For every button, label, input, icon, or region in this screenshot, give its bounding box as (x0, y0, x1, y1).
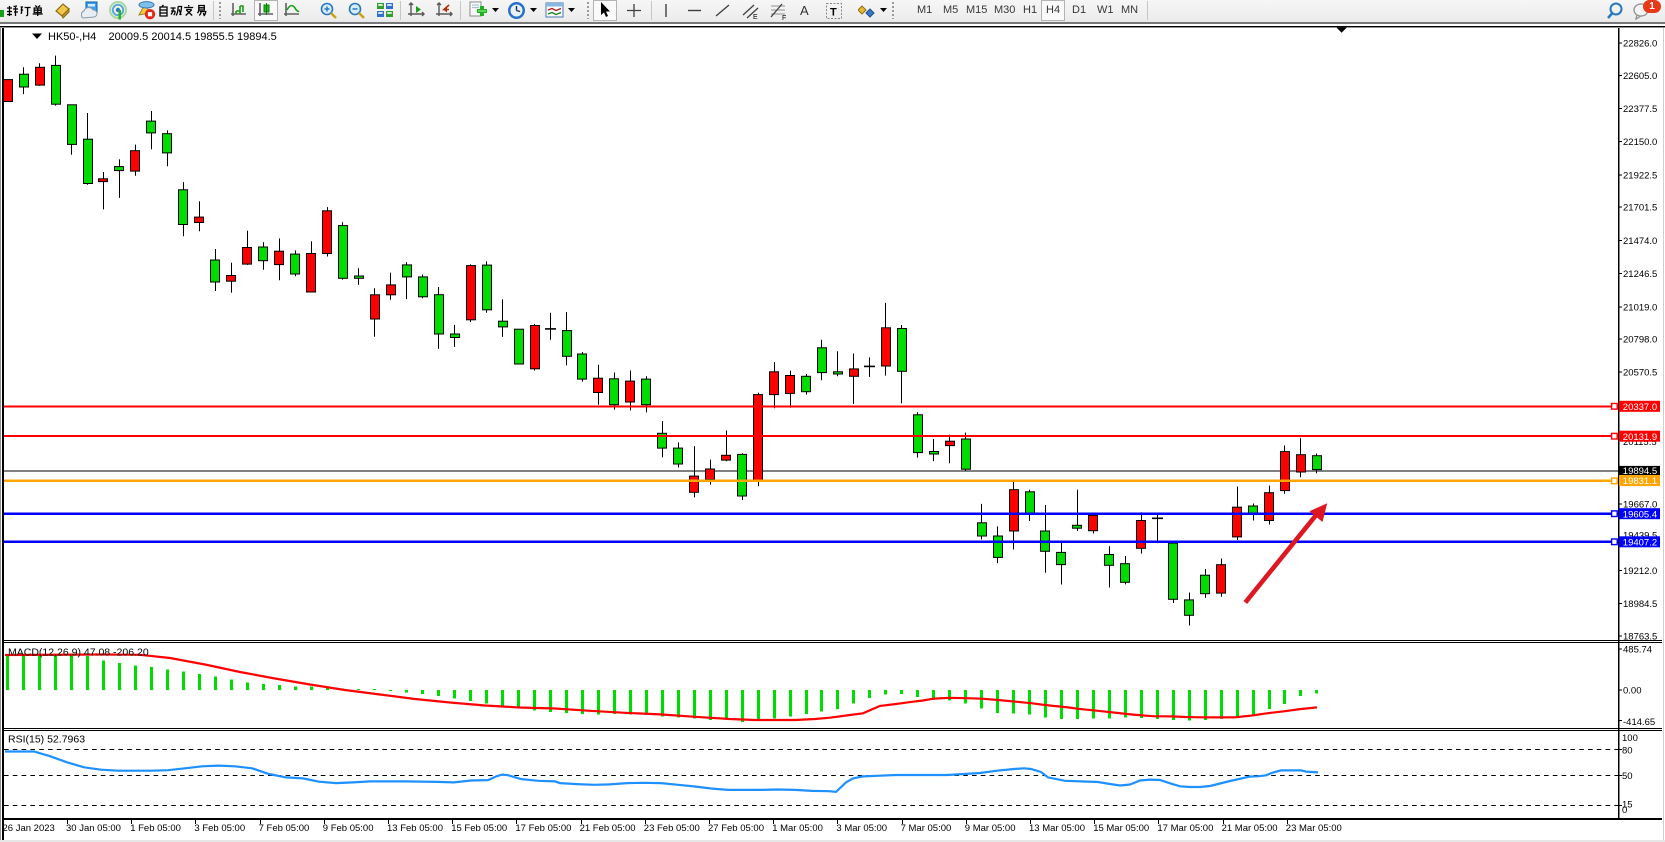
svg-text:19831.1: 19831.1 (1623, 476, 1657, 487)
svg-text:21922.5: 21922.5 (1623, 170, 1657, 181)
svg-text:21 Mar 05:00: 21 Mar 05:00 (1222, 823, 1278, 834)
svg-text:485.74: 485.74 (1623, 645, 1652, 656)
svg-text:RSI(15) 52.7963: RSI(15) 52.7963 (8, 734, 85, 746)
svg-text:21701.5: 21701.5 (1623, 203, 1657, 214)
svg-text:80: 80 (1622, 746, 1633, 757)
svg-text:22377.5: 22377.5 (1623, 104, 1657, 115)
svg-text:19407.2: 19407.2 (1623, 537, 1657, 548)
svg-text:21 Feb 05:00: 21 Feb 05:00 (580, 823, 636, 834)
svg-text:50: 50 (1622, 771, 1633, 782)
svg-text:26 Jan 2023: 26 Jan 2023 (3, 823, 55, 834)
svg-text:19212.0: 19212.0 (1623, 566, 1657, 577)
svg-text:19894.5: 19894.5 (1623, 466, 1657, 477)
svg-text:1 Feb 05:00: 1 Feb 05:00 (130, 823, 181, 834)
svg-text:T: T (830, 7, 837, 19)
svg-text:13 Feb 05:00: 13 Feb 05:00 (387, 823, 443, 834)
svg-text:9 Mar 05:00: 9 Mar 05:00 (965, 823, 1016, 834)
svg-text:20798.0: 20798.0 (1623, 335, 1657, 346)
svg-text:7 Feb 05:00: 7 Feb 05:00 (259, 823, 310, 834)
svg-text:1 Mar 05:00: 1 Mar 05:00 (772, 823, 823, 834)
svg-text:23 Mar 05:00: 23 Mar 05:00 (1286, 823, 1342, 834)
svg-text:HK50-,H4 20009.5 20014.5 19: HK50-,H4 20009.5 20014.5 19855.5 19894.5 (48, 31, 277, 43)
svg-text:0: 0 (1622, 805, 1627, 816)
svg-text:22605.0: 22605.0 (1623, 71, 1657, 82)
svg-text:20570.5: 20570.5 (1623, 368, 1657, 379)
svg-text:9 Feb 05:00: 9 Feb 05:00 (323, 823, 374, 834)
svg-text:15: 15 (1622, 800, 1633, 811)
svg-text:21474.0: 21474.0 (1623, 236, 1657, 247)
svg-text:19605.4: 19605.4 (1623, 509, 1657, 520)
svg-text:MACD(12,26,9) 47.08 -206.20: MACD(12,26,9) 47.08 -206.20 (8, 647, 149, 659)
svg-text:3 Mar 05:00: 3 Mar 05:00 (836, 823, 887, 834)
svg-text:22826.0: 22826.0 (1623, 39, 1657, 50)
svg-text:E: E (753, 14, 758, 20)
svg-text:7 Mar 05:00: 7 Mar 05:00 (901, 823, 952, 834)
svg-text:17 Mar 05:00: 17 Mar 05:00 (1157, 823, 1213, 834)
svg-text:21019.0: 21019.0 (1623, 302, 1657, 313)
svg-text:20115.5: 20115.5 (1623, 437, 1657, 448)
svg-text:100: 100 (1622, 733, 1638, 744)
svg-text:15 Mar 05:00: 15 Mar 05:00 (1093, 823, 1149, 834)
svg-text:18984.5: 18984.5 (1623, 599, 1657, 610)
svg-text:30 Jan 05:00: 30 Jan 05:00 (66, 823, 121, 834)
svg-text:22150.0: 22150.0 (1623, 137, 1657, 148)
svg-text:20337.0: 20337.0 (1623, 402, 1657, 413)
svg-text:23 Feb 05:00: 23 Feb 05:00 (644, 823, 700, 834)
svg-text:21246.5: 21246.5 (1623, 269, 1657, 280)
svg-text:17 Feb 05:00: 17 Feb 05:00 (515, 823, 571, 834)
svg-text:27 Feb 05:00: 27 Feb 05:00 (708, 823, 764, 834)
svg-text:3 Feb 05:00: 3 Feb 05:00 (194, 823, 245, 834)
svg-text:19439.5: 19439.5 (1623, 531, 1657, 542)
svg-text:15 Feb 05:00: 15 Feb 05:00 (451, 823, 507, 834)
svg-text:-414.65: -414.65 (1623, 717, 1655, 728)
svg-text:18763.5: 18763.5 (1623, 632, 1657, 643)
svg-text:20131.9: 20131.9 (1623, 432, 1657, 443)
svg-text:0.00: 0.00 (1623, 686, 1642, 697)
svg-text:F: F (782, 15, 786, 20)
svg-text:13 Mar 05:00: 13 Mar 05:00 (1029, 823, 1085, 834)
svg-text:19667.0: 19667.0 (1623, 500, 1657, 511)
